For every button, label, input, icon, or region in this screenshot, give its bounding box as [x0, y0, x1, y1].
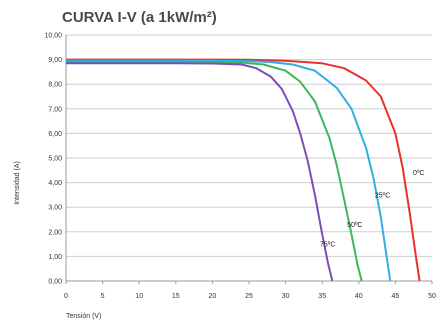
y-tick-label: 1,00 [48, 254, 62, 261]
x-tick-label: 35 [318, 293, 326, 300]
curve-label: 75ºC [320, 242, 335, 249]
y-tick-label: 6,00 [48, 131, 62, 138]
y-tick-label: 5,00 [48, 156, 62, 163]
series-lines [66, 58, 421, 282]
x-tick-label: 25 [245, 293, 253, 300]
y-tick-label: 10,00 [44, 33, 62, 40]
y-axis-label: Intensidad (A) [14, 161, 21, 205]
y-tick-label: 4,00 [48, 180, 62, 187]
x-tick-label: 45 [392, 293, 400, 300]
y-tick-label: 0,00 [48, 279, 62, 286]
y-tick-label: 3,00 [48, 205, 62, 212]
curve-labels: 0ºC 25ºC 50ºC 75ºC [320, 170, 424, 248]
x-tick-label: 15 [172, 293, 180, 300]
series-line [66, 59, 392, 282]
x-tick-label: 10 [135, 293, 143, 300]
grid-lines [65, 34, 433, 284]
x-tick-label: 5 [101, 293, 105, 300]
y-tick-labels: 0,00 1,00 2,00 3,00 4,00 5,00 6,00 7,00 8,00 9,00… [44, 33, 62, 286]
y-tick-label: 9,00 [48, 57, 62, 64]
y-tick-label: 7,00 [48, 106, 62, 113]
curve-label: 25ºC [375, 192, 390, 199]
chart-title: CURVA I-V (a 1kW/m²) [62, 9, 217, 26]
y-tick-label: 2,00 [48, 229, 62, 236]
y-tick-label: 8,00 [48, 82, 62, 89]
x-tick-label: 50 [428, 293, 436, 300]
series-line [66, 61, 363, 282]
x-tick-label: 40 [355, 293, 363, 300]
curve-label: 0ºC [413, 170, 425, 177]
x-tick-label: 0 [64, 293, 68, 300]
x-tick-label: 30 [282, 293, 290, 300]
series-line [66, 58, 421, 282]
x-tick-labels: 0 5 10 15 20 25 30 35 40 45 50 [64, 293, 436, 300]
curve-label: 50ºC [347, 222, 362, 229]
series-line [66, 62, 334, 282]
x-tick-label: 20 [209, 293, 217, 300]
x-axis-label: Tensión (V) [66, 313, 101, 320]
